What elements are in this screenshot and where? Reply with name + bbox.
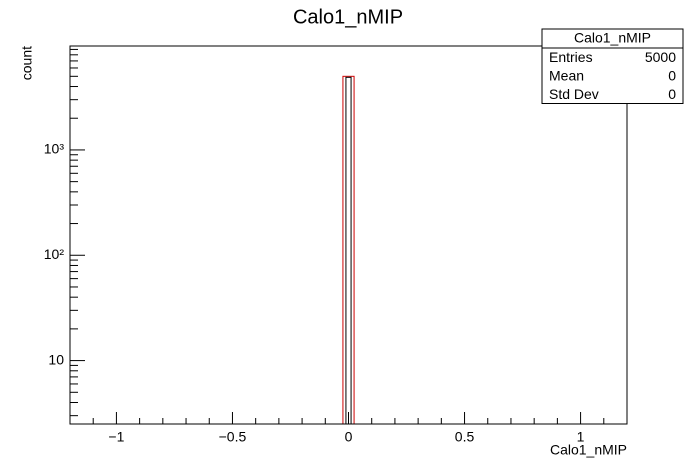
stats-value: 0 (668, 86, 676, 102)
chart-title: Calo1_nMIP (293, 6, 403, 28)
x-tick-label: 0.5 (455, 429, 475, 445)
y-axis-label: count (19, 46, 35, 80)
stats-label: Mean (549, 67, 584, 83)
stats-label: Std Dev (549, 86, 599, 102)
x-tick-label: 0 (345, 429, 353, 445)
y-tick-label: 10² (44, 246, 65, 262)
x-tick-label: 1 (577, 429, 585, 445)
stats-box (541, 28, 684, 104)
y-tick-label: 10 (48, 351, 64, 367)
x-axis-label: Calo1_nMIP (550, 442, 627, 458)
stats-value: 0 (668, 67, 676, 83)
y-tick-label: 10³ (44, 141, 65, 157)
stats-label: Entries (549, 49, 593, 65)
stats-title: Calo1_nMIP (574, 30, 651, 46)
stats-value: 5000 (645, 49, 676, 65)
x-tick-label: −1 (108, 429, 124, 445)
x-tick-label: −0.5 (219, 429, 247, 445)
